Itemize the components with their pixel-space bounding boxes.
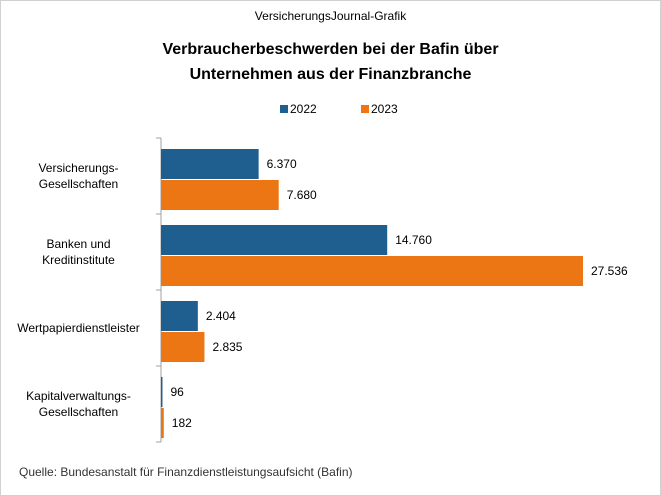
- bar: [161, 180, 279, 210]
- category-label: Versicherungs- Gesellschaften: [38, 161, 119, 191]
- bar: [161, 149, 259, 179]
- value-label: 27.536: [591, 264, 628, 278]
- value-label: 2.404: [206, 309, 236, 323]
- category-label: Wertpapierdienstleister: [17, 321, 140, 335]
- bar: [161, 256, 583, 286]
- legend-swatch: [280, 105, 288, 113]
- bar: [161, 408, 164, 438]
- value-label: 2.835: [212, 340, 242, 354]
- legend-label: 2023: [371, 102, 398, 116]
- value-label: 96: [170, 385, 184, 399]
- source: Quelle: Bundesanstalt für Finanzdienstle…: [19, 465, 353, 479]
- supertitle: VersicherungsJournal-Grafik: [254, 9, 407, 23]
- value-label: 7.680: [287, 188, 317, 202]
- bar: [161, 301, 198, 331]
- bar: [161, 332, 205, 362]
- bar: [161, 377, 163, 407]
- bar: [161, 225, 388, 255]
- value-label: 14.760: [395, 233, 432, 247]
- chart-title: Verbraucherbeschwerden bei der Bafin übe…: [162, 41, 499, 83]
- category-label: Kapitalverwaltungs- Gesellschaften: [26, 389, 131, 419]
- legend-label: 2022: [290, 102, 317, 116]
- value-label: 6.370: [267, 157, 297, 171]
- legend-swatch: [361, 105, 369, 113]
- value-label: 182: [172, 416, 192, 430]
- category-label: Banken und Kreditinstitute: [42, 237, 115, 267]
